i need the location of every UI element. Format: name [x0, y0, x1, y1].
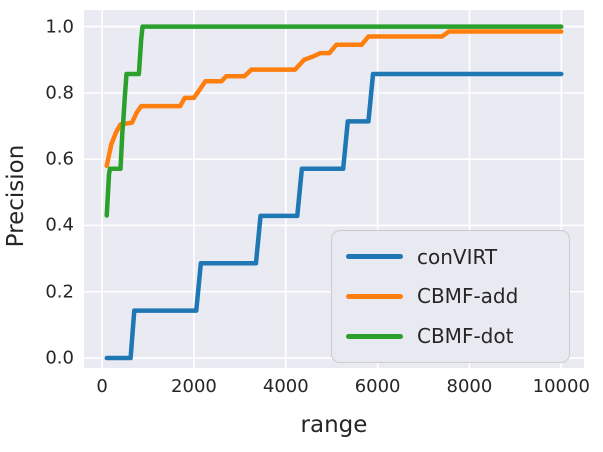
y-tick-label: 0.6 [45, 148, 74, 170]
y-tick-label: 0.4 [45, 214, 74, 236]
legend-line-sample [346, 293, 403, 299]
legend-label: CBMF-add [417, 284, 519, 309]
series-line-cbmf-add [104, 29, 564, 169]
series-line-cbmf-dot [104, 24, 564, 218]
x-tick-label: 0 [96, 376, 108, 397]
x-tick-label: 2000 [171, 376, 217, 397]
x-tick-label: 6000 [354, 376, 401, 397]
legend-line-sample [346, 254, 403, 260]
y-tick-label: 0.0 [45, 347, 74, 369]
y-tick-label: 1.0 [45, 16, 74, 38]
x-tick-label: 4000 [262, 376, 309, 397]
legend-line-sample [346, 333, 403, 339]
y-tick-label: 0.2 [45, 281, 74, 303]
legend: conVIRT CBMF-add CBMF-dot [331, 230, 570, 363]
legend-label: CBMF-dot [417, 324, 514, 349]
y-tick-label: 0.8 [45, 82, 74, 104]
legend-item-cbmf-dot: CBMF-dot [346, 326, 555, 346]
x-tick-label: 8000 [446, 376, 493, 397]
legend-item-convirt: conVIRT [346, 247, 555, 267]
x-tick-label: 10000 [532, 376, 590, 397]
series-line-convirt [104, 71, 564, 361]
x-axis-label: range [300, 412, 368, 438]
legend-label: conVIRT [417, 244, 498, 269]
legend-item-cbmf-add: CBMF-add [346, 286, 555, 306]
